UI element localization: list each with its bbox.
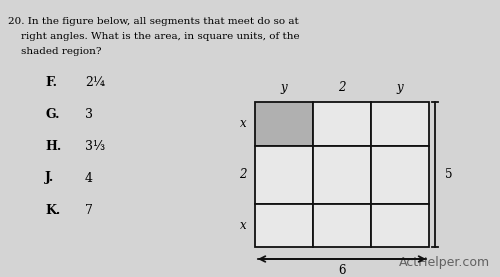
- Text: 4: 4: [85, 171, 93, 184]
- Text: 2: 2: [338, 81, 346, 94]
- Text: H.: H.: [45, 140, 61, 153]
- Text: J.: J.: [45, 171, 54, 184]
- Text: 3: 3: [85, 107, 93, 120]
- Bar: [255, 204, 313, 247]
- Text: 20. In the figure below, all segments that meet do so at: 20. In the figure below, all segments th…: [8, 17, 299, 26]
- Text: x: x: [240, 117, 247, 130]
- Text: G.: G.: [45, 107, 60, 120]
- Bar: [371, 102, 429, 145]
- Text: F.: F.: [45, 76, 57, 88]
- Text: K.: K.: [45, 204, 60, 217]
- Bar: [255, 145, 313, 204]
- Text: y: y: [396, 81, 404, 94]
- Text: right angles. What is the area, in square units, of the: right angles. What is the area, in squar…: [8, 32, 300, 41]
- Bar: [313, 204, 371, 247]
- Text: shaded region?: shaded region?: [8, 47, 102, 56]
- Bar: [255, 102, 313, 145]
- Text: ActHelper.com: ActHelper.com: [399, 256, 490, 269]
- Text: x: x: [240, 219, 247, 232]
- Bar: [371, 145, 429, 204]
- Text: y: y: [280, 81, 287, 94]
- Bar: [313, 145, 371, 204]
- Text: 2¼: 2¼: [85, 76, 105, 88]
- Text: 2: 2: [240, 168, 247, 181]
- Text: 3⅓: 3⅓: [85, 140, 105, 153]
- Bar: [371, 204, 429, 247]
- Text: 5: 5: [445, 168, 452, 181]
- Bar: [313, 102, 371, 145]
- Text: 6: 6: [338, 264, 346, 277]
- Text: 7: 7: [85, 204, 93, 217]
